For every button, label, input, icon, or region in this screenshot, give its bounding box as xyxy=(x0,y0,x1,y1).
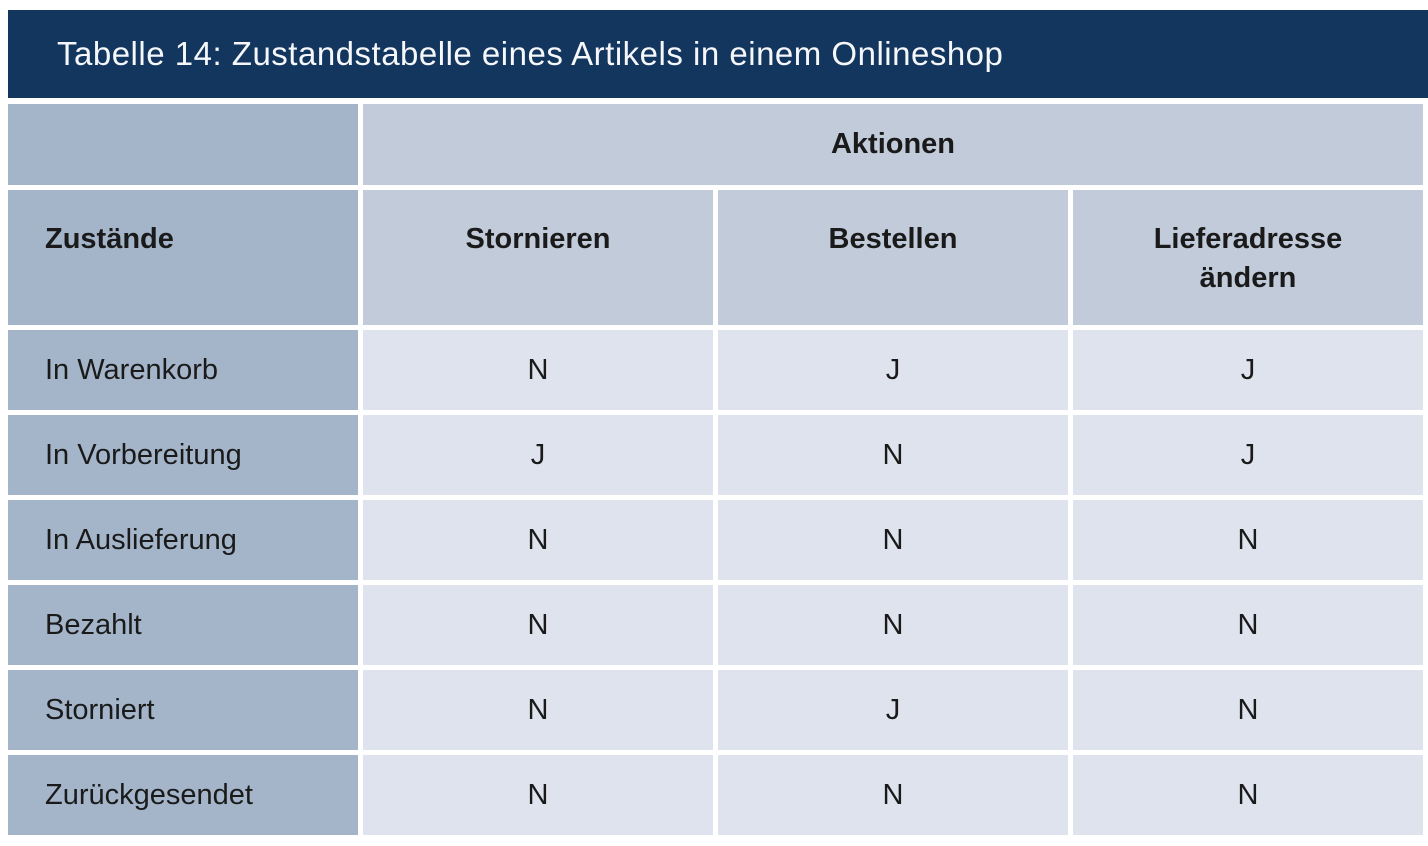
table-row: In Warenkorb N J J xyxy=(8,330,1423,410)
value-cell: N xyxy=(1073,585,1423,665)
state-cell: Bezahlt xyxy=(8,585,358,665)
value-cell: N xyxy=(1073,670,1423,750)
value-cell: J xyxy=(363,415,713,495)
table-row: In Vorbereitung J N J xyxy=(8,415,1423,495)
group-header-row: Aktionen xyxy=(8,104,1423,185)
table-caption-bar: Tabelle 14: Zustandstabelle eines Artike… xyxy=(8,10,1428,98)
value-cell: N xyxy=(363,500,713,580)
states-column-header: Zustände xyxy=(8,190,358,325)
value-cell: N xyxy=(363,755,713,835)
value-cell: N xyxy=(718,755,1068,835)
table-row: Bezahlt N N N xyxy=(8,585,1423,665)
value-cell: N xyxy=(363,585,713,665)
state-cell: In Vorbereitung xyxy=(8,415,358,495)
value-cell: N xyxy=(363,330,713,410)
column-header-lieferadresse-aendern: Lieferadresse ändern xyxy=(1073,190,1423,325)
table-row: Storniert N J N xyxy=(8,670,1423,750)
column-header-stornieren: Stornieren xyxy=(363,190,713,325)
value-cell: J xyxy=(718,670,1068,750)
table-row: In Auslieferung N N N xyxy=(8,500,1423,580)
table-caption: Tabelle 14: Zustandstabelle eines Artike… xyxy=(57,35,1004,72)
value-cell: N xyxy=(718,500,1068,580)
value-cell: N xyxy=(1073,755,1423,835)
value-cell: J xyxy=(1073,330,1423,410)
column-header-bestellen: Bestellen xyxy=(718,190,1068,325)
state-cell: In Auslieferung xyxy=(8,500,358,580)
state-cell: Zurückgesendet xyxy=(8,755,358,835)
table-row: Zurückgesendet N N N xyxy=(8,755,1423,835)
column-header-row: Zustände Stornieren Bestellen Lieferadre… xyxy=(8,190,1423,325)
state-cell: In Warenkorb xyxy=(8,330,358,410)
value-cell: N xyxy=(363,670,713,750)
value-cell: N xyxy=(718,415,1068,495)
value-cell: J xyxy=(718,330,1068,410)
state-transition-table: Aktionen Zustände Stornieren Bestellen L… xyxy=(3,99,1428,840)
value-cell: N xyxy=(1073,500,1423,580)
value-cell: J xyxy=(1073,415,1423,495)
value-cell: N xyxy=(718,585,1068,665)
corner-cell xyxy=(8,104,358,185)
state-cell: Storniert xyxy=(8,670,358,750)
actions-group-header: Aktionen xyxy=(363,104,1423,185)
